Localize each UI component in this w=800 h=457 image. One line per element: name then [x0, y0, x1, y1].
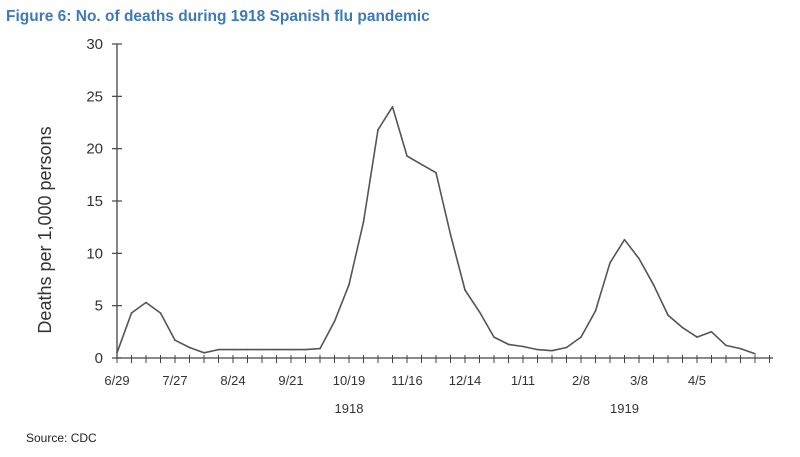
data-point	[420, 163, 423, 166]
data-point	[362, 221, 365, 223]
data-point	[333, 320, 336, 323]
data-point	[145, 301, 147, 304]
data-point	[174, 339, 176, 342]
data-point	[435, 171, 437, 174]
data-point	[652, 283, 655, 286]
x-tick-label: 8/24	[220, 373, 245, 388]
data-point	[261, 348, 263, 351]
data-point	[304, 348, 307, 351]
x-tick-label: 10/19	[333, 373, 366, 388]
x-tick-label: 3/8	[630, 373, 648, 388]
data-point	[522, 345, 524, 348]
data-point	[696, 336, 698, 338]
data-point	[246, 348, 249, 351]
chart-marks	[116, 106, 756, 355]
data-point	[377, 129, 379, 131]
data-point	[391, 106, 394, 108]
y-tick-label: 25	[86, 88, 103, 105]
data-point	[116, 351, 118, 354]
data-point	[623, 238, 626, 241]
data-point	[710, 331, 713, 333]
data-point	[580, 336, 582, 338]
data-point	[551, 349, 553, 352]
data-point	[275, 348, 278, 351]
data-point	[493, 336, 495, 338]
x-tick-label: 2/8	[572, 373, 590, 388]
data-point	[348, 283, 350, 286]
x-tick-label: 7/27	[162, 373, 187, 388]
data-point	[203, 351, 205, 354]
x-tick-label: 11/16	[391, 373, 423, 388]
y-axis-label: Deaths per 1,000 persons	[35, 126, 55, 333]
data-point	[464, 289, 466, 291]
source-note: Source: CDC	[26, 431, 97, 445]
y-tick-label: 10	[86, 245, 103, 262]
year-label: 1918	[335, 401, 364, 416]
x-tick-label: 1/11	[511, 373, 535, 388]
y-tick-label: 15	[86, 193, 103, 210]
series-line	[116, 106, 756, 355]
x-tick-label: 6/29	[104, 373, 129, 388]
data-point	[638, 257, 640, 260]
year-label: 1919	[610, 401, 639, 416]
data-point	[667, 314, 669, 316]
y-tick-label: 20	[86, 141, 103, 158]
data-point	[188, 346, 191, 349]
x-tick-label: 9/21	[278, 373, 303, 388]
chart-title: Figure 6: No. of deaths during 1918 Span…	[6, 8, 430, 25]
data-point	[217, 348, 220, 351]
data-point	[739, 347, 742, 350]
data-point	[565, 346, 568, 349]
data-point	[754, 353, 756, 355]
data-point	[406, 155, 408, 157]
data-point	[478, 311, 481, 313]
data-point	[725, 344, 727, 347]
data-point	[319, 347, 321, 350]
y-tick-label: 5	[95, 298, 103, 315]
data-point	[449, 233, 452, 236]
data-point	[507, 343, 510, 346]
data-point	[232, 348, 234, 351]
y-tick-label: 0	[95, 350, 103, 367]
data-point	[681, 326, 684, 329]
data-point	[290, 348, 292, 351]
data-point	[594, 310, 597, 312]
chart-axes: 0 5 10 15 20 25 30 6/29 7/27 8/24 9/21 10/19 11/16 12…	[86, 36, 773, 416]
data-point	[159, 312, 162, 314]
data-point	[536, 348, 539, 351]
data-point	[130, 312, 133, 314]
data-point	[609, 261, 611, 264]
x-tick-label: 12/14	[449, 373, 482, 388]
x-tick-label: 4/5	[688, 373, 706, 388]
y-tick-label: 30	[86, 36, 103, 53]
